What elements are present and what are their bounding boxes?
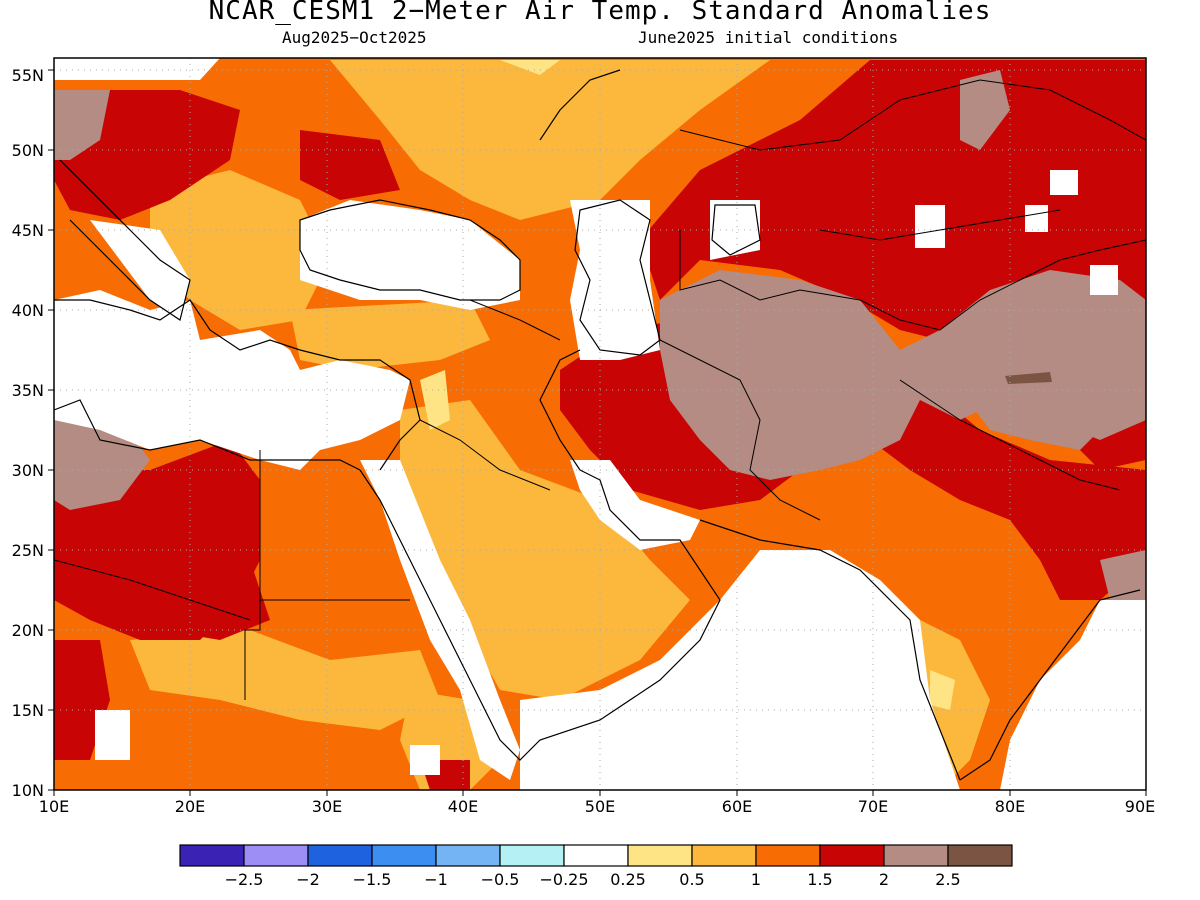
mask-issyk: [1090, 265, 1118, 295]
field-myanmar-brown: [1100, 550, 1146, 600]
colorbar-swatch: [755, 844, 821, 867]
colorbar-label: 1.5: [807, 870, 832, 889]
colorbar-swatch: [499, 844, 565, 867]
coastlines: [54, 69, 1141, 781]
field-sahara-brown: [54, 420, 150, 510]
colorbar-swatch: [563, 844, 629, 867]
field-sudan-light: [130, 630, 440, 730]
field-tibet-brown: [960, 370, 1110, 450]
mask-balkhash: [915, 205, 945, 248]
colorbar-label: −1: [424, 870, 448, 889]
lon-label-70e: 70E: [858, 797, 888, 816]
lon-label-80e: 80E: [995, 797, 1025, 816]
colorbar-label: −2.5: [225, 870, 264, 889]
field-mongolia-brown: [960, 70, 1010, 150]
colorbar-swatch: [883, 844, 949, 867]
lat-axis: 10N 15N 20N 25N 30N 35N 40N 45N 50N 55N: [12, 66, 54, 800]
field-eastern-europe-light: [150, 170, 330, 330]
lon-label-20e: 20E: [175, 797, 205, 816]
colorbar-swatch: [179, 844, 245, 867]
field-turkey-light: [290, 300, 490, 370]
lon-label-30e: 30E: [312, 797, 342, 816]
lon-label-90e: 90E: [1125, 797, 1155, 816]
field-europe-brown: [54, 90, 110, 160]
mask-arabian-sea: [520, 550, 960, 790]
lat-label-35n: 35N: [12, 381, 44, 400]
mask-black-sea: [300, 200, 520, 310]
colorbar-swatch: [947, 844, 1013, 867]
colorbar-swatch: [307, 844, 373, 867]
lat-label-10n: 10N: [12, 781, 44, 800]
mask-adriatic: [90, 220, 190, 320]
colorbar-swatch: [691, 844, 757, 867]
lon-label-10e: 10E: [39, 797, 69, 816]
mask-mediterranean: [54, 290, 410, 470]
field-chad-red: [140, 560, 270, 640]
colorbar-label: 0.25: [610, 870, 646, 889]
colorbar-labels: −2.5 −2 −1.5 −1 −0.5 −0.25 0.25 0.5 1 1.5 2 2.5: [225, 870, 961, 889]
mask-persian-gulf: [570, 460, 700, 550]
forecast-period: Aug2025−Oct2025: [282, 28, 427, 47]
colorbar-swatch: [819, 844, 885, 867]
colorbar-swatch: [243, 844, 309, 867]
lat-label-50n: 50N: [12, 141, 44, 160]
field-pakistan-india-red: [860, 380, 1146, 600]
colorbar-label: 1: [751, 870, 761, 889]
mask-ethiopia-lake: [410, 745, 440, 775]
lon-label-50e: 50E: [585, 797, 615, 816]
lat-label-30n: 30N: [12, 461, 44, 480]
lon-axis: 10E 20E 30E 40E 50E 60E 70E 80E 90E: [39, 790, 1155, 816]
colorbar-label: 2: [879, 870, 889, 889]
colorbar-label: 2.5: [935, 870, 960, 889]
colorbar-swatches: [179, 844, 1013, 867]
mask-central-asia-lake: [1025, 205, 1048, 232]
mask-bay-of-bengal: [1000, 600, 1146, 790]
field-caspian-steppe-light: [330, 60, 770, 220]
field-iran-brown: [660, 270, 1146, 480]
colorbar-label: −0.25: [539, 870, 588, 889]
mask-aral: [710, 200, 760, 260]
colorbar-label: 0.5: [679, 870, 704, 889]
lat-label-55n: 55N: [12, 66, 44, 85]
colorbar-label: −2: [296, 870, 320, 889]
field-yellow-north: [500, 60, 560, 75]
mask-caspian: [570, 200, 660, 360]
field-yellow-levant: [420, 370, 450, 430]
field-arabia-light: [400, 400, 690, 700]
lat-label-45n: 45N: [12, 221, 44, 240]
lon-label-60e: 60E: [722, 797, 752, 816]
lat-label-20n: 20N: [12, 621, 44, 640]
colorbar-swatch: [435, 844, 501, 867]
field-ukraine-red: [300, 130, 400, 200]
mask-baikal: [1050, 170, 1078, 195]
mask-chad-lake: [95, 710, 130, 760]
lat-label-15n: 15N: [12, 701, 44, 720]
lat-label-25n: 25N: [12, 541, 44, 560]
borders: [54, 79, 1146, 700]
graticule: [54, 58, 1146, 790]
lat-label-40n: 40N: [12, 301, 44, 320]
colorbar-swatch: [371, 844, 437, 867]
field-yellow-india: [930, 670, 955, 710]
map-title: NCAR_CESM1 2−Meter Air Temp. Standard An…: [208, 0, 992, 26]
initial-conditions: June2025 initial conditions: [638, 28, 899, 47]
mask-baltic: [54, 58, 220, 80]
colorbar-swatch: [627, 844, 693, 867]
colorbar-label: −0.5: [481, 870, 520, 889]
colorbar-label: −1.5: [353, 870, 392, 889]
field-tibet-dark: [1005, 372, 1052, 384]
lon-label-40e: 40E: [448, 797, 478, 816]
